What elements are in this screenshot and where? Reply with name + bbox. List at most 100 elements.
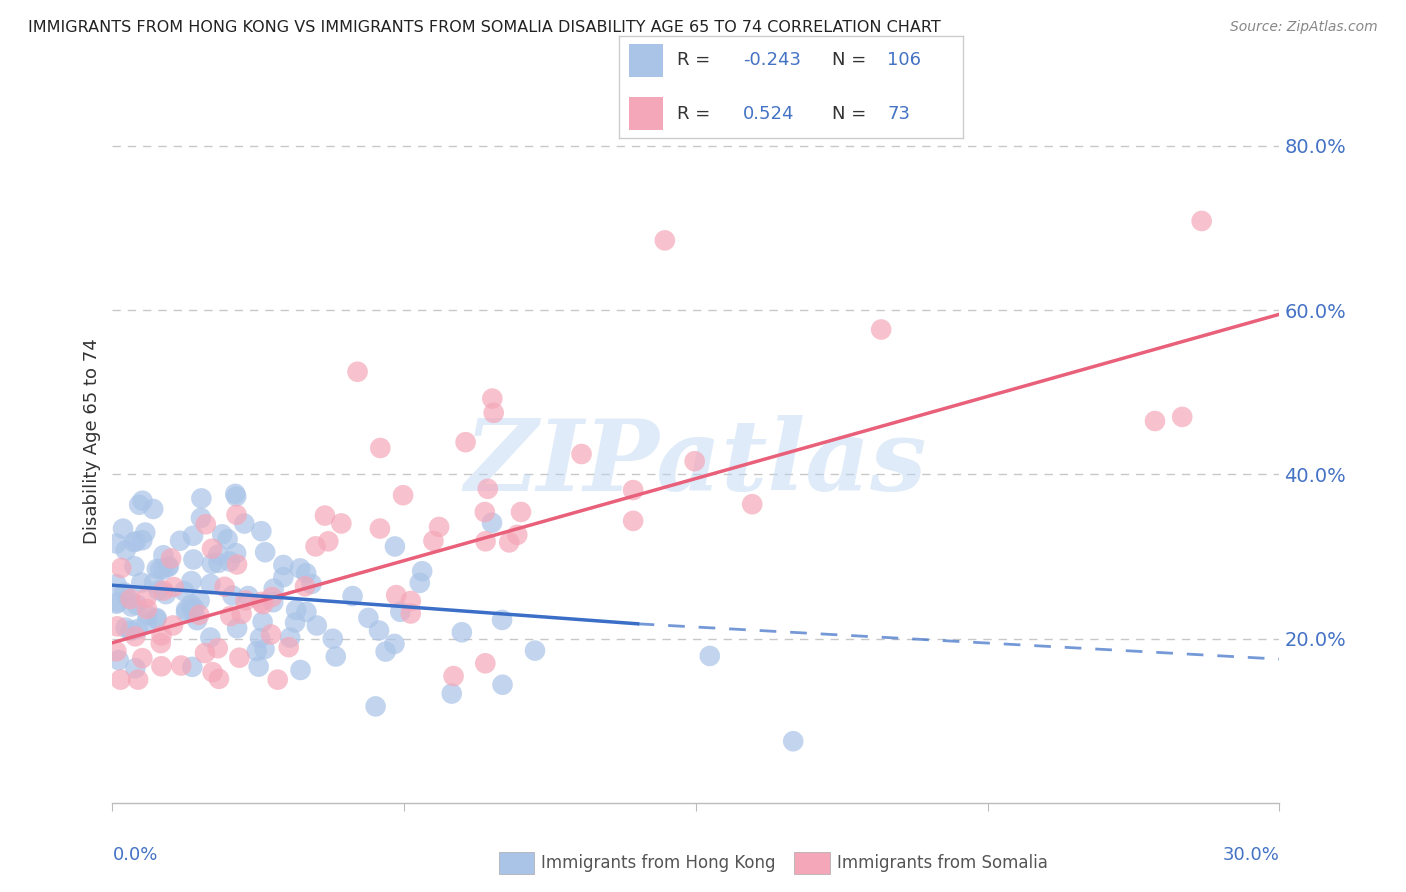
Text: 106: 106 xyxy=(887,52,921,70)
Y-axis label: Disability Age 65 to 74: Disability Age 65 to 74 xyxy=(83,339,101,544)
Point xyxy=(201,665,224,680)
Point xyxy=(110,673,132,687)
Point xyxy=(207,641,229,656)
Point xyxy=(273,558,295,572)
Point xyxy=(384,637,406,651)
Point xyxy=(474,657,496,671)
Point xyxy=(250,595,273,609)
Point xyxy=(111,522,134,536)
Point xyxy=(1191,214,1213,228)
Point xyxy=(207,548,229,562)
Text: ZIPatlas: ZIPatlas xyxy=(465,415,927,511)
Point xyxy=(224,487,246,501)
Point xyxy=(498,535,520,549)
Text: 73: 73 xyxy=(887,104,910,122)
Point xyxy=(654,233,676,247)
Point xyxy=(368,624,391,638)
Point xyxy=(278,631,301,645)
Point xyxy=(374,644,396,658)
Point xyxy=(146,562,169,576)
Point xyxy=(225,546,247,560)
Text: R =: R = xyxy=(678,104,716,122)
Point xyxy=(226,621,249,635)
Point xyxy=(194,517,217,532)
Point xyxy=(870,322,893,336)
Point xyxy=(523,643,546,657)
Point xyxy=(301,577,323,591)
Point xyxy=(170,658,193,673)
Point xyxy=(112,585,135,599)
Point xyxy=(110,561,132,575)
Point xyxy=(231,607,253,621)
Point xyxy=(160,551,183,566)
Bar xyxy=(628,44,664,77)
Point xyxy=(246,644,269,658)
Point xyxy=(211,527,233,541)
Point xyxy=(124,629,146,643)
Point xyxy=(149,636,172,650)
Point xyxy=(152,563,174,577)
Point xyxy=(200,631,222,645)
Point xyxy=(157,559,180,574)
Point xyxy=(188,607,211,622)
Point xyxy=(238,589,260,603)
Point xyxy=(290,663,312,677)
Point xyxy=(181,529,204,543)
Point xyxy=(325,649,347,664)
Point xyxy=(105,597,128,611)
Point xyxy=(214,580,236,594)
Point xyxy=(1171,409,1194,424)
Text: -0.243: -0.243 xyxy=(742,52,800,70)
Point xyxy=(427,520,450,534)
Point xyxy=(330,516,353,531)
Point xyxy=(131,533,153,548)
Point xyxy=(135,602,157,616)
Point xyxy=(188,593,211,607)
Text: 0.524: 0.524 xyxy=(742,104,794,122)
Point xyxy=(411,564,433,578)
Point xyxy=(571,447,593,461)
Point xyxy=(174,602,197,616)
Point xyxy=(477,482,499,496)
Point xyxy=(273,570,295,584)
Point xyxy=(180,598,202,612)
Point xyxy=(357,611,380,625)
Point xyxy=(506,528,529,542)
Point xyxy=(364,699,387,714)
Point xyxy=(194,646,217,660)
Point xyxy=(219,609,242,624)
Point xyxy=(225,508,247,522)
Point xyxy=(481,516,503,530)
Point xyxy=(190,491,212,506)
Point xyxy=(125,534,148,549)
Point xyxy=(135,615,157,630)
Point xyxy=(252,597,274,611)
Point xyxy=(474,505,496,519)
Point xyxy=(346,365,368,379)
Point xyxy=(117,591,139,606)
Point xyxy=(183,552,205,566)
Point xyxy=(295,605,318,619)
Point xyxy=(621,514,644,528)
Point xyxy=(122,535,145,549)
Point xyxy=(247,659,270,673)
Point xyxy=(294,579,316,593)
Point xyxy=(120,624,142,638)
Point xyxy=(125,598,148,612)
Point xyxy=(253,642,276,657)
Point xyxy=(510,505,533,519)
Point xyxy=(249,631,271,645)
Point xyxy=(105,577,128,591)
Point xyxy=(1143,414,1166,428)
Point xyxy=(284,615,307,630)
Point xyxy=(131,651,153,665)
Point xyxy=(368,522,391,536)
Point xyxy=(262,595,284,609)
Point xyxy=(173,584,195,599)
Point xyxy=(145,611,167,625)
Point xyxy=(384,540,406,554)
Text: N =: N = xyxy=(832,52,872,70)
Point xyxy=(155,587,177,601)
Point xyxy=(150,628,173,642)
Point xyxy=(699,648,721,663)
